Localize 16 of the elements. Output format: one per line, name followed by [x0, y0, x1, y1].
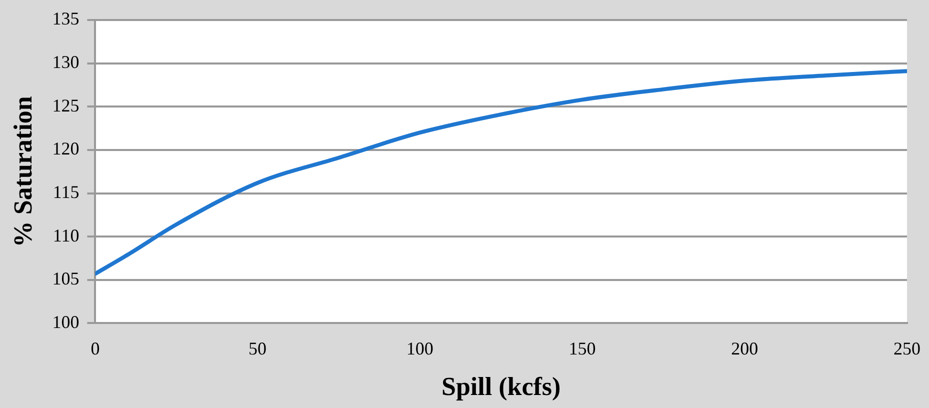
- x-tick-label: 0: [90, 338, 100, 359]
- y-tick-label: 125: [52, 95, 80, 116]
- y-axis-title: % Saturation: [8, 96, 38, 248]
- y-tick-label: 120: [52, 138, 80, 159]
- y-tick-label: 100: [52, 312, 80, 332]
- y-tick-label: 110: [52, 225, 80, 246]
- y-tick-label: 105: [52, 268, 80, 289]
- x-tick-label: 250: [894, 338, 920, 359]
- y-tick-label: 115: [52, 182, 80, 202]
- x-tick-label: 200: [731, 338, 758, 359]
- x-tick-label: 100: [406, 338, 434, 359]
- y-tick-label: 130: [52, 52, 80, 72]
- x-tick-label: 50: [248, 338, 267, 359]
- y-tick-label: 135: [52, 8, 80, 29]
- x-tick-label: 150: [568, 338, 596, 359]
- x-axis-title: Spill (kcfs): [442, 372, 561, 402]
